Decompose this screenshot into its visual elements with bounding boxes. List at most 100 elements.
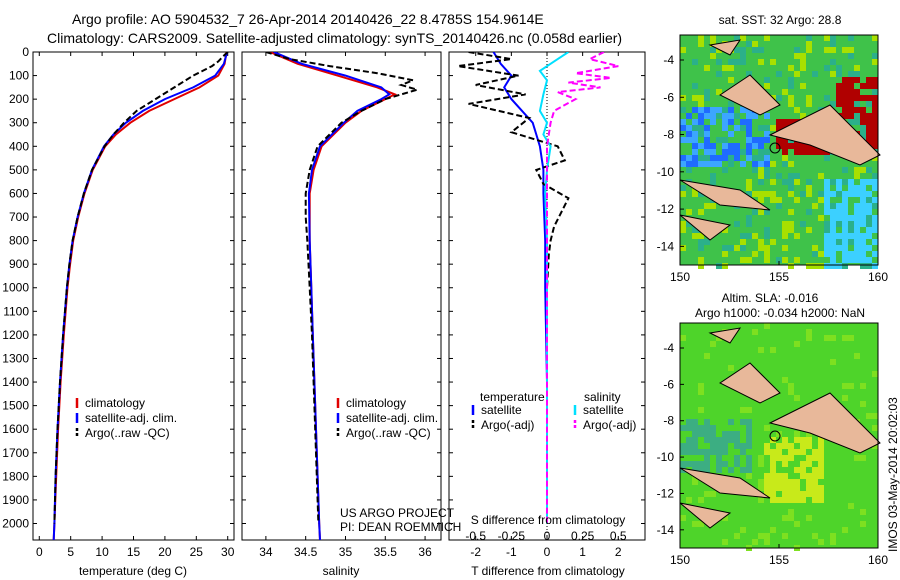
map-cell bbox=[716, 455, 722, 461]
map-cell bbox=[752, 161, 758, 167]
map-cell bbox=[776, 449, 782, 455]
map-cell bbox=[716, 263, 722, 269]
map-cell bbox=[824, 203, 830, 209]
map-cell bbox=[824, 65, 830, 71]
map-cell bbox=[764, 227, 770, 233]
map-cell bbox=[770, 473, 776, 479]
y-tick-label: 1600 bbox=[2, 422, 29, 436]
map-cell bbox=[860, 251, 866, 257]
map-cell bbox=[752, 209, 758, 215]
map-cell bbox=[752, 143, 758, 149]
x-tick-label: 10 bbox=[95, 545, 109, 559]
map-cell bbox=[698, 107, 704, 113]
map-cell bbox=[776, 485, 782, 491]
map-y-tick-label: -10 bbox=[657, 450, 675, 464]
map-cell bbox=[764, 173, 770, 179]
map-cell bbox=[848, 227, 854, 233]
series-line-s-satellite bbox=[538, 52, 569, 524]
map-cell bbox=[788, 491, 794, 497]
map-cell bbox=[872, 59, 878, 65]
map-cell bbox=[680, 191, 686, 197]
map-cell bbox=[848, 239, 854, 245]
map-cell bbox=[830, 359, 836, 365]
x-tick-label: 34.5 bbox=[294, 545, 318, 559]
sla-map: 150 155 160 -4 -6 -8 -10 -12 -14 bbox=[657, 322, 888, 567]
map-cell bbox=[830, 539, 836, 545]
y-tick-label: 1200 bbox=[2, 328, 29, 342]
map-cell bbox=[680, 425, 686, 431]
map-cell bbox=[740, 443, 746, 449]
map-cell bbox=[806, 209, 812, 215]
map-cell bbox=[794, 107, 800, 113]
map-cell bbox=[782, 473, 788, 479]
map-cell bbox=[854, 233, 860, 239]
map-cell bbox=[758, 59, 764, 65]
map-cell bbox=[836, 239, 842, 245]
map-cell bbox=[770, 455, 776, 461]
map-cell bbox=[812, 449, 818, 455]
map-cell bbox=[734, 125, 740, 131]
map-cell bbox=[722, 155, 728, 161]
y-tick-label: 1300 bbox=[2, 351, 29, 365]
map-cell bbox=[806, 149, 812, 155]
map-cell bbox=[842, 221, 848, 227]
map-cell bbox=[710, 179, 716, 185]
map-x-tick-label: 160 bbox=[868, 270, 888, 284]
x-tick-label: 5 bbox=[67, 545, 74, 559]
map-cell bbox=[830, 41, 836, 47]
map-cell bbox=[788, 389, 794, 395]
map-cell bbox=[782, 455, 788, 461]
map-cell bbox=[698, 191, 704, 197]
land-mass bbox=[719, 74, 781, 116]
map-cell bbox=[788, 221, 794, 227]
map-cell bbox=[692, 521, 698, 527]
map-cell bbox=[746, 425, 752, 431]
map-cell bbox=[830, 263, 836, 269]
map-cell bbox=[710, 449, 716, 455]
map-cell bbox=[728, 437, 734, 443]
map-cell bbox=[842, 113, 848, 119]
map-cell bbox=[758, 197, 764, 203]
map-cell bbox=[698, 35, 704, 41]
map-cell bbox=[872, 197, 878, 203]
map-cell bbox=[824, 209, 830, 215]
map-cell bbox=[758, 125, 764, 131]
map-cell bbox=[806, 95, 812, 101]
map-cell bbox=[860, 263, 866, 269]
map-cell bbox=[848, 221, 854, 227]
map-cell bbox=[872, 425, 878, 431]
map-cell bbox=[818, 449, 824, 455]
map-cell bbox=[764, 77, 770, 83]
map-cell bbox=[794, 143, 800, 149]
x-tick-label: 35 bbox=[339, 545, 353, 559]
map-cell bbox=[866, 125, 872, 131]
map-y-tick-label: -10 bbox=[657, 165, 675, 179]
map-cell bbox=[842, 209, 848, 215]
map-cell bbox=[764, 167, 770, 173]
map-cell bbox=[812, 455, 818, 461]
map-cell bbox=[782, 149, 788, 155]
map-cell bbox=[698, 41, 704, 47]
map-cell bbox=[824, 227, 830, 233]
map-cell bbox=[686, 437, 692, 443]
map-cell bbox=[764, 191, 770, 197]
map-cell bbox=[692, 479, 698, 485]
map-cell bbox=[806, 473, 812, 479]
map-cell bbox=[734, 461, 740, 467]
map-cell bbox=[860, 113, 866, 119]
map-cell bbox=[860, 125, 866, 131]
map-cell bbox=[710, 143, 716, 149]
map-cell bbox=[698, 425, 704, 431]
map-cell bbox=[860, 245, 866, 251]
map-cell bbox=[818, 539, 824, 545]
map-cell bbox=[716, 437, 722, 443]
map-cell bbox=[704, 131, 710, 137]
map-cell bbox=[758, 533, 764, 539]
map-cell bbox=[698, 257, 704, 263]
map-cell bbox=[728, 365, 734, 371]
map-cell bbox=[866, 137, 872, 143]
map-cell bbox=[848, 53, 854, 59]
map-cell bbox=[866, 413, 872, 419]
map-cell bbox=[740, 419, 746, 425]
map-cell bbox=[842, 245, 848, 251]
